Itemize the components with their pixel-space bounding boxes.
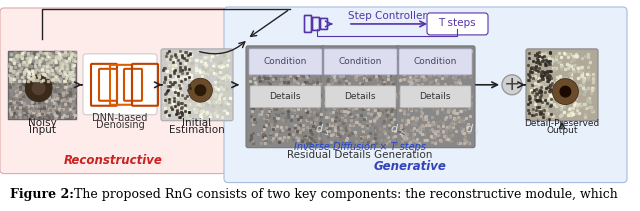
Text: 1: 1 <box>324 130 328 136</box>
Text: Details: Details <box>269 92 301 101</box>
Circle shape <box>31 81 45 95</box>
FancyBboxPatch shape <box>249 49 322 75</box>
FancyBboxPatch shape <box>325 86 396 108</box>
FancyBboxPatch shape <box>526 49 598 121</box>
Text: Input: Input <box>29 125 56 135</box>
Bar <box>8 51 76 119</box>
Text: T: T <box>474 130 478 136</box>
FancyBboxPatch shape <box>246 46 325 148</box>
Text: Residual Details Generation: Residual Details Generation <box>287 150 433 160</box>
FancyBboxPatch shape <box>427 13 488 35</box>
FancyBboxPatch shape <box>400 86 471 108</box>
Text: Inverse Diffusion × T steps: Inverse Diffusion × T steps <box>294 142 426 152</box>
Circle shape <box>552 79 579 105</box>
Text: +: + <box>504 75 520 94</box>
FancyBboxPatch shape <box>250 86 321 108</box>
Text: Noisy: Noisy <box>28 118 56 128</box>
FancyBboxPatch shape <box>399 49 472 75</box>
Text: Details: Details <box>419 92 451 101</box>
FancyBboxPatch shape <box>161 49 233 121</box>
Text: Detail-Preserved: Detail-Preserved <box>524 119 600 128</box>
Text: Generative: Generative <box>374 160 447 173</box>
Text: T steps: T steps <box>438 18 476 28</box>
Text: Reconstructive: Reconstructive <box>63 154 163 167</box>
Text: Step Controller: Step Controller <box>348 11 427 21</box>
Text: The proposed RnG consists of two key components: the reconstructive module, whic: The proposed RnG consists of two key com… <box>74 188 618 201</box>
FancyBboxPatch shape <box>396 46 475 148</box>
Text: d: d <box>390 124 397 134</box>
Text: Estimation: Estimation <box>169 125 225 135</box>
Circle shape <box>502 75 522 95</box>
Circle shape <box>559 86 572 97</box>
Text: d: d <box>465 124 472 134</box>
FancyBboxPatch shape <box>0 8 226 174</box>
Text: d: d <box>316 124 323 134</box>
Text: DNN-based: DNN-based <box>92 113 148 123</box>
FancyBboxPatch shape <box>83 54 157 115</box>
Circle shape <box>188 78 212 102</box>
Text: 2: 2 <box>399 130 403 136</box>
Text: Initial: Initial <box>182 118 212 128</box>
FancyBboxPatch shape <box>224 7 627 183</box>
Circle shape <box>195 84 206 96</box>
Text: Condition: Condition <box>413 57 457 66</box>
Circle shape <box>24 74 52 102</box>
Text: Denoising: Denoising <box>95 120 145 130</box>
Text: Figure 2:: Figure 2: <box>10 188 74 201</box>
Text: Condition: Condition <box>339 57 381 66</box>
Text: Details: Details <box>344 92 376 101</box>
FancyBboxPatch shape <box>324 49 397 75</box>
Text: Condition: Condition <box>263 57 307 66</box>
Text: Output: Output <box>547 126 578 135</box>
FancyBboxPatch shape <box>321 46 400 148</box>
